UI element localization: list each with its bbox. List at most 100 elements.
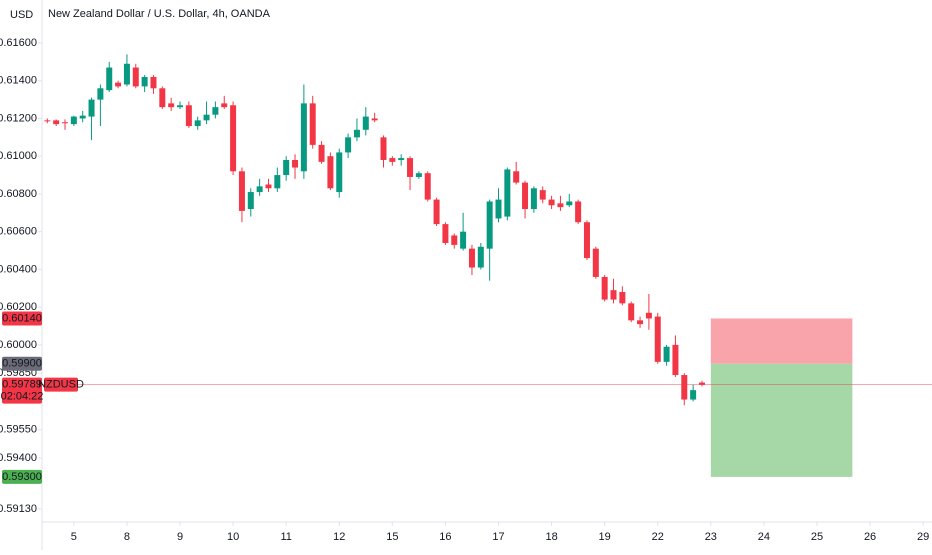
candle-body [495,199,502,219]
x-tick-label: 5 [71,531,77,543]
candle-body [212,107,219,115]
y-tick-label: 0.60000 [0,339,37,351]
x-tick-label: 19 [599,531,611,543]
candle-body [645,312,652,319]
current-price-label: 0.59789 [2,379,42,391]
candle-body [177,105,184,108]
risk-zone [710,318,853,364]
candle-body [353,129,360,138]
candle-body [442,224,449,243]
candle-body [389,158,396,162]
target-price-label: 0.59300 [2,471,42,483]
candle-body [150,76,157,89]
candle-body [548,199,555,206]
x-tick-label: 22 [652,531,664,543]
x-tick-label: 18 [545,531,557,543]
candle-body [283,159,290,176]
candle-body [433,199,440,225]
candle-body [194,120,201,127]
candle-body [477,246,484,268]
candle-body [70,116,77,125]
candle-body [566,201,573,206]
x-tick-label: 17 [492,531,504,543]
candle-body [513,171,520,183]
candle-body [318,144,325,162]
y-tick-label: 0.60200 [0,301,37,313]
symbol-label: NZDUSD [38,379,84,391]
candle-body [557,203,564,208]
x-tick-label: 16 [439,531,451,543]
y-tick-label: 0.61400 [0,75,37,87]
x-tick-label: 8 [124,531,130,543]
candle-body [327,156,334,189]
x-tick-label: 15 [386,531,398,543]
current-price-box [2,377,42,404]
candle-body [681,375,688,400]
candle-body [62,122,69,124]
candle-body [575,201,582,223]
candle-body [106,67,113,91]
candle-body [380,137,387,160]
candle-body [398,158,405,160]
x-tick-label: 29 [917,531,929,543]
candle-body [292,159,299,168]
candle-body [539,190,546,200]
candle-body [415,173,422,177]
candle-body [97,88,104,100]
candle-body [486,201,493,249]
candle-body [256,186,263,193]
candle-body [159,88,166,108]
candle-body [44,120,51,122]
candle-body [238,171,245,211]
candle-body [690,390,697,400]
x-tick-label: 26 [864,531,876,543]
candle-body [168,103,175,108]
candle-body [460,231,467,249]
candle-body [309,103,316,145]
candle-body [221,103,228,108]
x-tick-label: 10 [227,531,239,543]
stop-price-box [2,311,42,326]
entry-price-label: 0.59900 [2,358,42,370]
y-tick-label: 0.60800 [0,188,37,200]
candle-body [371,118,378,121]
candle-body [583,222,590,259]
candle-body [610,290,617,300]
candle-body [522,182,529,210]
target-price-box [2,469,42,484]
y-tick-label: 0.61000 [0,150,37,162]
candle-body [115,82,122,87]
y-tick-label: 0.61200 [0,112,37,124]
candle-body [265,184,272,189]
entry-price-box [2,356,42,371]
candle-body [407,158,414,177]
x-tick-label: 11 [280,531,291,543]
y-tick-label: 0.59400 [0,452,37,464]
currency: USD [10,9,33,21]
candle-body [663,346,670,362]
x-tick-label: 9 [177,531,183,543]
candle-body [132,67,139,87]
y-tick-label: 0.60400 [0,263,37,275]
candle-body [468,248,475,268]
candle-body [300,103,307,172]
candle-body [628,303,635,321]
candle-body [274,175,281,189]
chart-title: New Zealand Dollar / U.S. Dollar, 4h, OA… [48,8,271,20]
symbol-box [44,377,78,392]
candle-body [530,188,537,210]
candle-body [672,344,679,376]
candle-body [336,152,343,193]
candle-body [451,235,458,245]
candle-body [53,120,60,125]
candle-body [247,192,254,210]
y-tick-label: 0.60600 [0,226,37,238]
y-tick-label: 0.59550 [0,424,37,436]
candle-body [601,276,608,300]
candle-body [345,137,352,153]
candle-body [88,99,95,117]
candle-body [230,105,237,172]
stop-price-label: 0.60140 [2,312,42,324]
